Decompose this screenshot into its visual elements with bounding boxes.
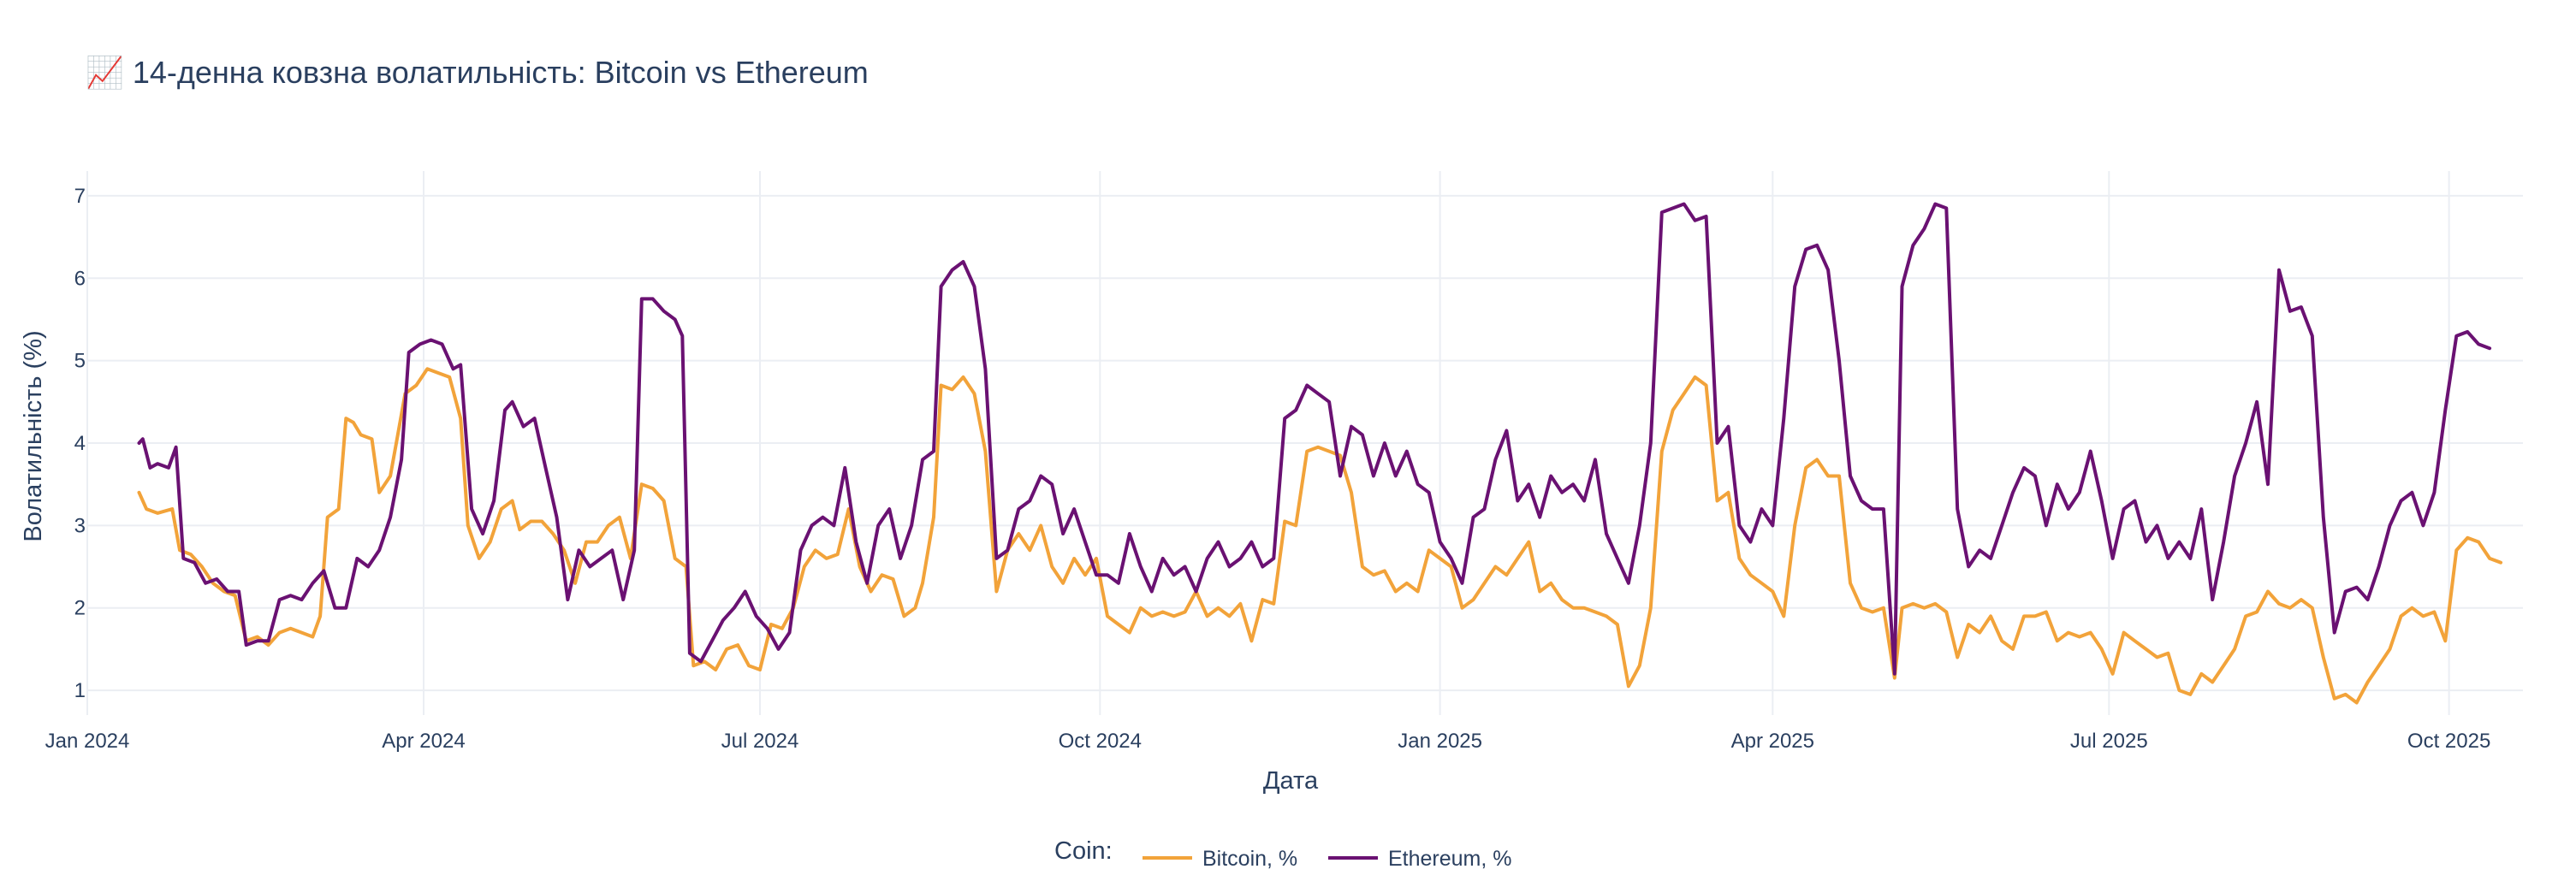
legend-label-bitcoin[interactable]: Bitcoin, %: [1202, 847, 1297, 871]
x-axis-ticks: Jan 2024 Apr 2024 Jul 2024 Oct 2024 Jan 2025…: [45, 730, 2491, 753]
legend: Coin: Bitcoin, % Ethereum, %: [1054, 837, 1512, 871]
x-axis-title: Дата: [1263, 767, 1319, 795]
legend-label-ethereum[interactable]: Ethereum, %: [1388, 847, 1512, 871]
grid: [86, 171, 2523, 715]
x-tick-label: Jan 2025: [1398, 730, 1482, 753]
y-tick-label: 7: [74, 185, 86, 208]
chart-title: 📈 14-денна ковзна волатильність: Bitcoin…: [86, 55, 869, 90]
x-tick-label: Jan 2024: [45, 730, 130, 753]
y-tick-label: 4: [74, 432, 86, 455]
y-tick-label: 5: [74, 350, 86, 373]
x-tick-label: Apr 2024: [382, 730, 465, 753]
series-line-bitcoin[interactable]: [137, 367, 2503, 705]
y-tick-label: 3: [74, 514, 86, 537]
series-lines: [137, 202, 2503, 705]
x-tick-label: Oct 2024: [1059, 730, 1142, 753]
x-tick-label: Apr 2025: [1731, 730, 1814, 753]
legend-title: Coin:: [1054, 837, 1113, 865]
series-line-ethereum[interactable]: [137, 202, 2492, 676]
y-tick-label: 1: [74, 679, 86, 702]
y-axis-title: Волатильність (%): [20, 330, 47, 541]
x-tick-label: Jul 2024: [721, 730, 799, 753]
x-tick-label: Oct 2025: [2407, 730, 2490, 753]
x-tick-label: Jul 2025: [2070, 730, 2148, 753]
y-axis-ticks: 1 2 3 4 5 6 7: [74, 185, 86, 702]
y-tick-label: 6: [74, 267, 86, 290]
y-tick-label: 2: [74, 597, 86, 620]
